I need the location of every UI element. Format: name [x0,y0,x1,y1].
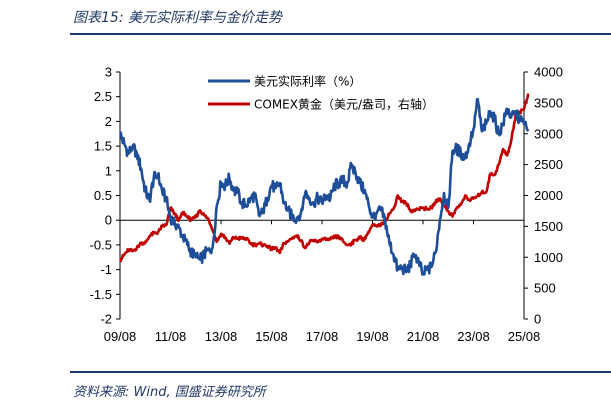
left-tick-label: 3 [105,65,112,80]
right-tick-label: 1000 [534,250,563,265]
right-tick-label: 3500 [534,95,563,110]
left-tick-label: -1.5 [90,287,112,302]
left-tick-label: -2 [100,312,112,327]
legend-label-real-rate: 美元实际利率（%） [254,74,361,89]
series-layer [118,93,530,276]
source-note: 资料来源: Wind, 国盛证券研究所 [73,385,266,400]
x-tick-label: 11/08 [155,329,187,344]
right-tick-label: 2500 [534,157,563,172]
left-tick-label: -1 [100,262,112,277]
right-tick-label: 3000 [534,126,563,141]
series-real-rate-line [118,97,530,276]
x-tick-label: 19/08 [356,329,389,344]
left-tick-label: -0.5 [90,237,112,252]
x-tick-label: 09/08 [104,329,137,344]
left-tick-label: 0.5 [94,188,112,203]
series-gold-line [119,93,530,263]
legend-label-gold: COMEX黄金（美元/盎司，右轴） [254,97,434,112]
axes: 09/08 11/08 13/08 15/08 17/08 19/08 21/08 23/08… [90,65,563,345]
x-tick-label: 17/08 [306,329,339,344]
left-tick-label: 2 [105,114,112,129]
source-rule [70,371,611,373]
right-tick-label: 0 [534,312,541,327]
right-tick-label: 1500 [534,219,563,234]
x-tick-label: 21/08 [407,329,440,344]
right-tick-label: 4000 [534,65,563,80]
x-tick-label: 25/08 [508,329,541,344]
right-tick-label: 500 [534,281,556,296]
left-tick-label: 1 [105,163,112,178]
figure-title: 图表15: 美元实际利率与金价走势 [73,10,282,26]
left-tick-label: 1.5 [94,139,112,154]
legend: 美元实际利率（%） COMEX黄金（美元/盎司，右轴） [208,74,434,112]
right-tick-label: 2000 [534,188,563,203]
x-tick-label: 15/08 [255,329,288,344]
x-tick-label: 23/08 [457,329,490,344]
title-rule [70,33,611,35]
left-tick-label: 2.5 [94,89,112,104]
left-tick-label: 0 [105,213,112,228]
x-tick-label: 13/08 [205,329,238,344]
